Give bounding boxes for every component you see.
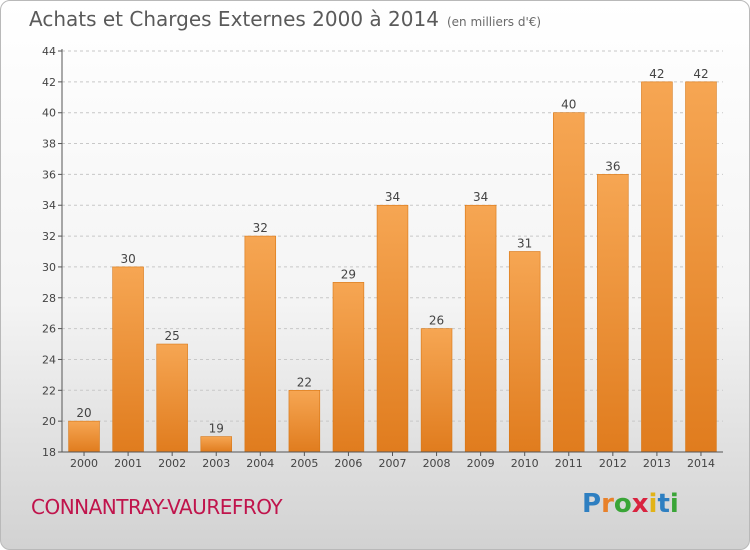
x-tick-label: 2005 <box>290 457 318 470</box>
data-label: 19 <box>209 422 224 436</box>
bar-2012 <box>597 174 629 453</box>
y-tick-label: 30 <box>42 261 56 274</box>
data-label: 40 <box>561 98 576 112</box>
bar-2009 <box>464 204 497 453</box>
y-tick-label: 24 <box>42 353 56 366</box>
x-tick-label: 2004 <box>246 457 274 470</box>
x-tick-label: 2011 <box>555 457 583 470</box>
data-label: 42 <box>693 67 708 81</box>
data-label: 34 <box>385 190 400 204</box>
bar-2006 <box>332 282 365 453</box>
y-tick-label: 32 <box>42 230 56 243</box>
y-tick-label: 20 <box>42 415 56 428</box>
x-tick-label: 2014 <box>687 457 715 470</box>
commune-name: CONNANTRAY-VAUREFROY <box>31 495 283 519</box>
x-tick-label: 2013 <box>643 457 671 470</box>
bar-2005 <box>288 390 321 453</box>
bar-2007 <box>376 204 409 453</box>
y-tick-label: 40 <box>42 107 56 120</box>
logo-letter: r <box>601 489 614 519</box>
x-tick-label: 2007 <box>379 457 407 470</box>
logo-letter: t <box>657 489 670 519</box>
bar-2002 <box>156 343 188 453</box>
logo-letter: i <box>648 489 658 519</box>
x-tick-label: 2002 <box>158 457 186 470</box>
x-tick-label: 2006 <box>334 457 362 470</box>
bar-2000 <box>68 420 100 453</box>
bar-2010 <box>508 251 541 453</box>
proxiti-logo: Proxiti <box>582 489 679 519</box>
logo-letter: P <box>582 489 602 519</box>
x-tick-label: 2003 <box>202 457 230 470</box>
y-tick-label: 36 <box>42 168 56 181</box>
bar-2001 <box>112 266 144 453</box>
bar-2003 <box>200 436 232 453</box>
y-tick-label: 22 <box>42 384 56 397</box>
data-label: 31 <box>517 237 532 251</box>
data-label: 29 <box>341 267 356 281</box>
x-tick-label: 2008 <box>423 457 451 470</box>
y-tick-label: 44 <box>42 45 56 58</box>
data-label: 22 <box>297 375 312 389</box>
y-tick-label: 42 <box>42 76 56 89</box>
y-tick-label: 26 <box>42 323 56 336</box>
bar-2011 <box>553 112 585 453</box>
y-tick-label: 28 <box>42 292 56 305</box>
x-tick-label: 2001 <box>114 457 142 470</box>
x-tick-label: 2010 <box>511 457 539 470</box>
logo-letter: i <box>669 489 679 519</box>
chart-title: Achats et Charges Externes 2000 à 2014 (e… <box>29 7 541 31</box>
x-tick-label: 2009 <box>467 457 495 470</box>
data-label: 25 <box>165 329 180 343</box>
axes: 18 20 22 24 26 28 30 32 34 36 38 40 42 44 2000 2001 2002… <box>42 45 723 470</box>
bar-2008 <box>420 328 453 453</box>
data-label: 26 <box>429 314 444 328</box>
bar-2004 <box>244 235 277 453</box>
data-label: 20 <box>76 406 91 420</box>
data-label: 30 <box>120 252 135 266</box>
chart-title-text: Achats et Charges Externes 2000 à 2014 <box>29 7 439 31</box>
logo-letter: o <box>613 489 632 519</box>
x-tick-label: 2000 <box>70 457 98 470</box>
chart-subtitle: (en milliers d'€) <box>446 15 542 29</box>
bar-2013 <box>641 81 673 453</box>
x-tick-label: 2012 <box>599 457 627 470</box>
bar-2014 <box>685 81 717 453</box>
data-label: 34 <box>473 190 488 204</box>
logo-letter: x <box>631 489 649 519</box>
y-tick-label: 34 <box>42 199 56 212</box>
bars: 20 30 25 19 32 22 29 34 26 34 31 40 36 42 42 <box>68 67 717 453</box>
y-tick-label: 18 <box>42 446 56 459</box>
data-label: 36 <box>605 159 620 173</box>
data-label: 32 <box>253 221 268 235</box>
y-tick-label: 38 <box>42 138 56 151</box>
data-label: 42 <box>649 67 664 81</box>
